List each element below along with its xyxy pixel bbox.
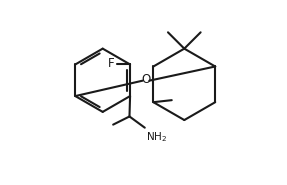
Text: O: O	[142, 73, 151, 86]
Text: F: F	[108, 57, 115, 70]
Text: NH$_2$: NH$_2$	[146, 130, 167, 144]
